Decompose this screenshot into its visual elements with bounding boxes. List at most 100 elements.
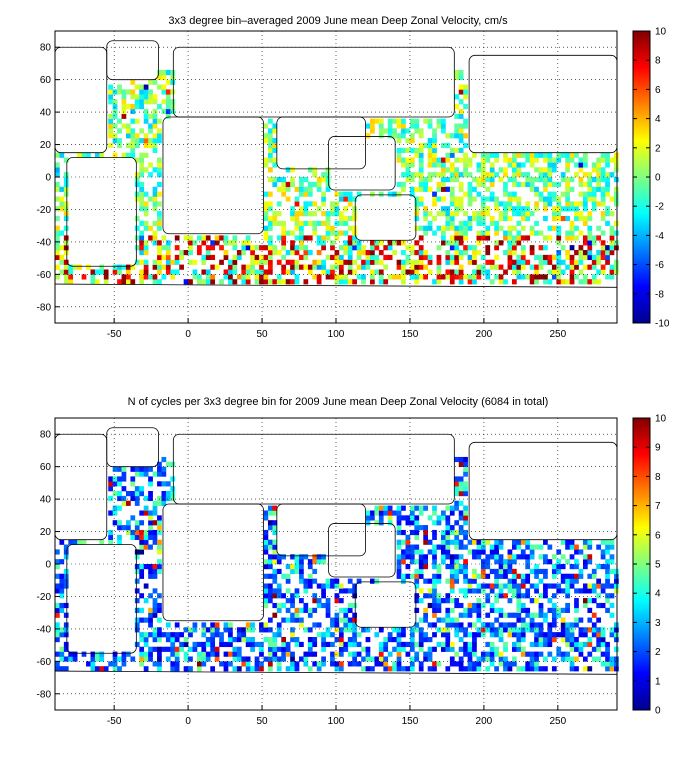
heatmap-bin xyxy=(325,578,331,584)
heatmap-bin xyxy=(463,94,468,100)
heatmap-bin xyxy=(299,220,304,226)
heatmap-bin xyxy=(325,602,331,609)
heatmap-bin xyxy=(458,544,464,550)
heatmap-bin xyxy=(547,637,553,643)
heatmap-bin xyxy=(441,118,446,124)
heatmap-bin xyxy=(148,89,153,95)
heatmap-bin xyxy=(538,627,544,633)
heatmap-bin xyxy=(267,279,273,285)
heatmap-bin xyxy=(294,186,300,192)
heatmap-bin xyxy=(445,211,451,217)
heatmap-bin xyxy=(516,201,522,207)
heatmap-bin xyxy=(170,491,176,497)
heatmap-bin xyxy=(361,250,366,256)
heatmap-bin xyxy=(587,607,593,613)
heatmap-bin xyxy=(436,593,442,599)
heatmap-bin xyxy=(334,627,340,633)
heatmap-bin xyxy=(152,612,158,618)
heatmap-bin xyxy=(596,627,602,633)
heatmap-bin xyxy=(219,235,224,241)
heatmap-bin xyxy=(463,152,468,158)
heatmap-bin xyxy=(574,162,579,168)
heatmap-bin xyxy=(259,279,264,285)
heatmap-bin xyxy=(547,225,553,231)
heatmap-bin xyxy=(157,104,162,110)
heatmap-bin xyxy=(511,206,517,212)
heatmap-bin xyxy=(276,186,282,192)
heatmap-bin xyxy=(134,177,140,183)
heatmap-bin xyxy=(525,622,531,628)
heatmap-bin xyxy=(480,220,486,226)
heatmap-bin xyxy=(325,167,331,173)
heatmap-bin xyxy=(148,646,153,652)
heatmap-bin xyxy=(396,656,402,662)
heatmap-bin xyxy=(290,602,295,609)
heatmap-bin xyxy=(307,181,313,188)
heatmap-bin xyxy=(551,554,557,560)
heatmap-bin xyxy=(414,627,420,633)
heatmap-bin xyxy=(179,646,184,652)
coastline xyxy=(162,503,264,622)
heatmap-bin xyxy=(134,598,140,604)
heatmap-bin xyxy=(316,279,322,285)
heatmap-bin xyxy=(294,196,300,202)
heatmap-bin xyxy=(63,172,69,178)
x-tick-label: 50 xyxy=(256,329,268,340)
heatmap-bin xyxy=(316,554,322,560)
heatmap-bin xyxy=(441,123,446,129)
heatmap-bin xyxy=(130,147,136,153)
heatmap-bin xyxy=(303,656,309,662)
colorbar-tick-label: -10 xyxy=(655,319,670,330)
heatmap-bin xyxy=(454,235,460,241)
heatmap-bin xyxy=(236,250,242,256)
heatmap-bin xyxy=(396,510,402,516)
heatmap-bin xyxy=(414,269,420,275)
heatmap-bin xyxy=(223,235,229,241)
heatmap-bin xyxy=(112,138,118,144)
heatmap-bin xyxy=(560,632,566,638)
heatmap-bin xyxy=(152,167,158,173)
heatmap-bin xyxy=(214,264,220,270)
heatmap-bin xyxy=(556,152,562,158)
heatmap-bin xyxy=(463,133,468,139)
heatmap-bin xyxy=(401,554,406,560)
heatmap-bin xyxy=(134,196,140,202)
heatmap-bin xyxy=(157,240,162,246)
heatmap-bin xyxy=(165,259,171,265)
heatmap-bin xyxy=(445,607,451,613)
heatmap-bin xyxy=(330,240,335,246)
heatmap-bin xyxy=(321,196,326,202)
heatmap-bin xyxy=(188,627,193,633)
heatmap-bin xyxy=(55,559,60,565)
heatmap-bin xyxy=(352,637,358,643)
heatmap-bin xyxy=(174,656,180,662)
heatmap-bin xyxy=(294,201,300,207)
heatmap-bin xyxy=(263,627,269,633)
heatmap-bin xyxy=(569,201,575,207)
heatmap-bin xyxy=(520,666,526,672)
heatmap-bin xyxy=(472,641,477,648)
heatmap-bin xyxy=(605,646,610,652)
heatmap-bin xyxy=(432,142,437,149)
heatmap-bin xyxy=(582,602,588,609)
heatmap-bin xyxy=(476,656,482,662)
heatmap-bin xyxy=(565,186,570,192)
heatmap-bin xyxy=(165,632,171,638)
heatmap-bin xyxy=(303,211,309,217)
heatmap-bin xyxy=(134,622,140,628)
heatmap-bin xyxy=(152,564,158,570)
heatmap-bin xyxy=(605,539,610,545)
heatmap-bin xyxy=(361,264,366,270)
heatmap-bin xyxy=(170,69,176,76)
heatmap-bin xyxy=(409,554,415,560)
heatmap-bin xyxy=(401,264,406,270)
heatmap-bin xyxy=(205,274,211,280)
heatmap-bin xyxy=(574,666,579,672)
heatmap-bin xyxy=(174,637,180,643)
heatmap-bin xyxy=(476,215,482,222)
heatmap-bin xyxy=(378,240,384,246)
heatmap-bin xyxy=(409,637,415,643)
heatmap-bin xyxy=(503,269,508,275)
heatmap-bin xyxy=(152,602,158,609)
heatmap-bin xyxy=(458,661,464,667)
